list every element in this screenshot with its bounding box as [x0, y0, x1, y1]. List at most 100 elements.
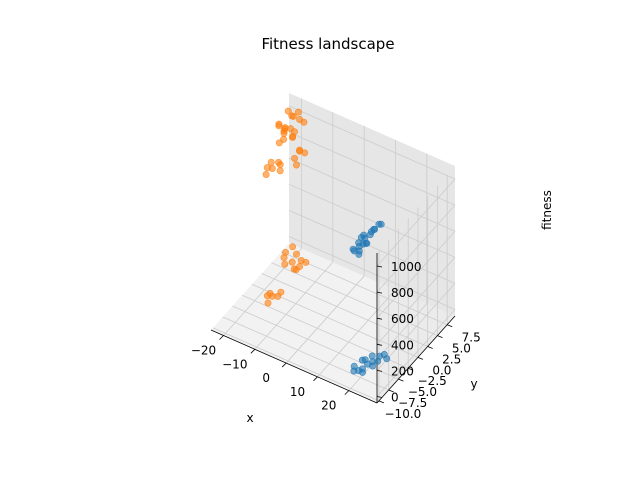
scatter-point — [280, 127, 288, 135]
scatter-point — [296, 146, 304, 154]
grid-line — [288, 105, 456, 180]
y-tick-label: 2.5 — [442, 352, 461, 366]
z-tick-label: 600 — [391, 312, 414, 326]
scatter-point — [349, 245, 357, 253]
grid-line — [376, 178, 456, 267]
grid-line — [212, 327, 380, 402]
x-tick — [250, 349, 256, 354]
scatter-point — [291, 154, 299, 162]
grid-line — [376, 283, 456, 371]
z-tick-label: 0 — [391, 391, 399, 405]
grid-line — [288, 131, 456, 206]
z-tick — [376, 396, 383, 398]
x-tick-label: 10 — [290, 385, 305, 399]
scatter-point — [288, 112, 296, 120]
grid-line — [288, 210, 456, 284]
side-pane — [289, 93, 455, 316]
axes-panes — [211, 93, 455, 403]
grid-line — [288, 157, 456, 232]
axis-lines — [210, 253, 456, 404]
z-tick-label: 200 — [391, 364, 414, 378]
scatter-point — [284, 107, 292, 115]
z-tick-label: 400 — [391, 338, 414, 352]
grid-line — [285, 275, 365, 364]
y-tick — [398, 378, 404, 382]
y-tick — [447, 324, 453, 328]
x-tick — [281, 362, 287, 368]
z-tick-label: 1000 — [391, 260, 422, 274]
grid-line — [288, 183, 456, 258]
x-tick-label: 0 — [262, 371, 270, 385]
scatter-point — [375, 220, 383, 228]
grid-line — [222, 316, 389, 391]
x-axis-line — [210, 329, 378, 404]
y-tick — [388, 389, 394, 393]
grid-line — [261, 273, 428, 347]
y-tick — [408, 367, 414, 371]
y-tick-label: 7.5 — [462, 331, 481, 345]
scatter-point — [292, 250, 300, 258]
scatter-point — [263, 292, 271, 300]
y-tick-label: 0.0 — [432, 363, 451, 377]
z-axis-label: fitness — [540, 190, 554, 230]
grid-line — [271, 262, 438, 336]
z-tick — [376, 369, 383, 372]
scatter-point — [297, 256, 305, 264]
y-axis-label: y — [470, 377, 477, 391]
y-tick-label: −10.0 — [385, 407, 422, 421]
scatter-point — [262, 171, 270, 179]
grid-line — [288, 236, 456, 310]
grid-lines — [212, 98, 456, 402]
scatter-point — [275, 139, 283, 147]
y-tick — [378, 400, 385, 404]
scatter-point — [292, 161, 300, 169]
z-tick — [376, 265, 383, 268]
z-tick — [376, 343, 383, 346]
grid-line — [376, 257, 456, 345]
scatter-point — [358, 356, 366, 364]
z-tick-label: 800 — [391, 286, 414, 300]
y-tick-label: −2.5 — [418, 374, 447, 388]
grid-line — [348, 303, 428, 391]
x-tick — [344, 390, 350, 395]
grid-line — [223, 248, 302, 336]
y-tick — [437, 335, 443, 338]
scatter-point — [275, 122, 283, 130]
scatter-point — [264, 299, 272, 307]
y-tick-label: 5.0 — [452, 342, 471, 356]
x-tick — [219, 335, 224, 340]
scatter-point — [275, 158, 283, 166]
x-tick-label: −10 — [222, 357, 247, 371]
z-tick — [376, 317, 383, 320]
scatter-point — [350, 362, 358, 370]
scatter-point — [368, 352, 376, 360]
y-tick — [417, 356, 424, 360]
scatter-point — [281, 260, 289, 268]
y-axis-line — [376, 315, 456, 404]
scatter-point — [355, 243, 363, 251]
scatter-point — [280, 254, 288, 262]
grid-line — [254, 262, 334, 350]
scatter-point — [276, 167, 284, 175]
tick-labels: −20 −10 0 10 20 −10.0−7.5−5.0−2.50.02.55.07.5… — [191, 260, 481, 421]
scatter-point — [290, 265, 298, 273]
scatter-point — [289, 243, 297, 251]
scatter-point — [263, 164, 271, 172]
scatter-point — [355, 250, 363, 258]
grid-line — [376, 309, 456, 397]
chart-title: Fitness landscape — [261, 35, 394, 53]
scatter-point — [288, 258, 296, 266]
scatter-point — [267, 158, 275, 166]
y-tick-label: −5.0 — [408, 385, 437, 399]
scatter-point — [289, 133, 297, 141]
grid-line — [376, 204, 456, 293]
scatter-point — [294, 108, 302, 116]
x-tick-label: −20 — [191, 344, 216, 358]
y-tick-label: −7.5 — [398, 396, 427, 410]
z-tick — [376, 291, 383, 294]
y-tick — [427, 346, 433, 349]
x-tick-label: 20 — [321, 399, 336, 413]
tick-marks — [219, 265, 453, 404]
grid-line — [376, 230, 456, 319]
